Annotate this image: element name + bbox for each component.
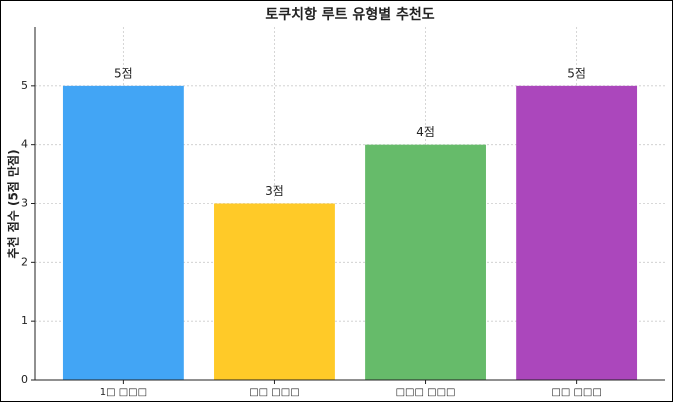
bar [516,85,638,380]
value-label: 4점 [416,125,435,139]
x-tick-label: □□ □□□ [551,387,601,398]
y-tick-label: 3 [21,197,28,210]
x-tick-label: □□□ □□□ [396,387,456,398]
x-tick-label: 1□ □□□ [100,387,147,398]
value-label: 3점 [265,184,284,198]
value-label: 5점 [567,66,586,80]
chart-title: 토쿠치항 루트 유형별 추천도 [265,6,434,23]
bar [365,144,486,380]
y-tick-label: 0 [21,373,28,386]
bar [62,85,184,380]
y-tick-label: 2 [21,255,28,268]
x-tick-label: □□ □□□ [249,387,299,398]
y-axis-label: 추천 점수 (5점 만점) [6,149,21,258]
value-label: 5점 [114,66,133,80]
y-tick-label: 5 [21,79,28,92]
bar [214,203,335,380]
y-tick-label: 1 [21,314,28,327]
y-tick-label: 4 [21,138,28,151]
